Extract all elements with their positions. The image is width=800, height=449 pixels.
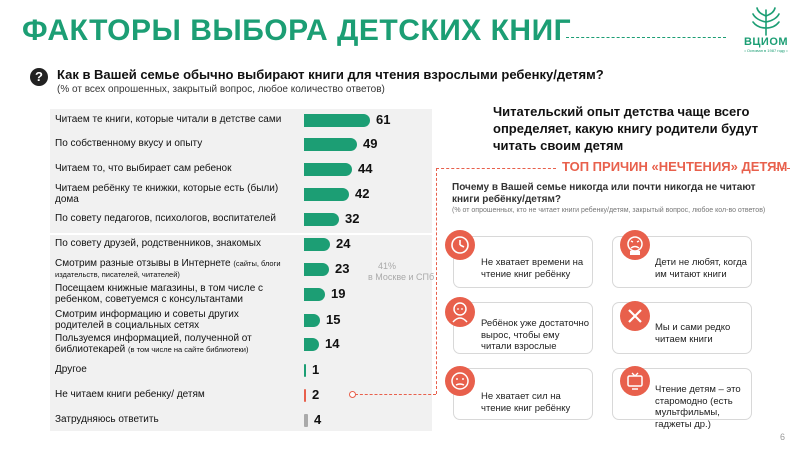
bar [304,389,306,402]
row-label-text: Другое [55,364,87,375]
logo-name: ВЦИОМ [743,36,789,48]
moscow-spb-value: 41% [378,261,397,271]
reason-text: Мы и сами редко читаем книги [655,322,731,345]
title-divider [566,37,726,38]
connector-horizontal [355,394,436,395]
connector-dot [349,391,356,398]
reason-text: Чтение детям – это старомодно (есть муль… [655,384,741,430]
vciom-logo: ВЦИОМ • Основан в 1987 году • [738,6,794,56]
row-label: Смотрим информацию и советы других родит… [55,309,287,331]
row-label-text: По совету педагогов, психологов, воспита… [55,213,276,224]
bar [304,188,349,201]
clock-icon [445,230,475,260]
top-reasons-line-right [776,168,790,169]
row-label: Другое [55,364,287,375]
top-reasons-note: (% от опрошенных, кто не читает книги ре… [452,207,766,214]
row-label-text: По совету друзей, родственников, знакомы… [55,238,261,249]
bar-value: 1 [312,362,320,377]
bar-value: 4 [314,412,322,427]
angry-child-icon [620,230,650,260]
bar-value: 2 [312,387,320,402]
row-label-text: Пользуемся информацией, полученной от би… [55,333,252,355]
row-label-text: Смотрим информацию и советы других родит… [55,309,239,331]
row-label-text: По собственному вкусу и опыту [55,138,203,149]
question-note: (% от всех опрошенных, закрытый вопрос, … [57,84,385,95]
tired-face-icon [445,366,475,396]
bar-value: 24 [336,236,351,251]
row-label-text: Затрудняюсь ответить [55,414,159,425]
bar [304,288,325,301]
bar-value: 19 [331,286,346,301]
row-label: По совету педагогов, психологов, воспита… [55,213,287,224]
row-label-text: Читаем те книги, которые читали в детств… [55,114,282,125]
row-label: Читаем те книги, которые читали в детств… [55,114,287,125]
bar-value: 42 [355,186,370,201]
grown-child-icon [445,297,475,327]
headline: Читательский опыт детства чаще всего опр… [493,104,759,153]
tv-icon [620,366,650,396]
bar [304,414,308,427]
bar [304,263,329,276]
top-reasons-question: Почему в Вашей семье никогда или почти н… [452,182,756,205]
logo-since: • Основан в 1987 году • [744,48,788,53]
bar-value: 23 [335,261,350,276]
row-label-text: Читаем то, что выбирает сам ребенок [55,163,232,174]
question-icon: ? [30,68,48,86]
bar-value: 15 [326,312,341,327]
top-reasons-title: ТОП ПРИЧИН «НЕЧТЕНИЯ» ДЕТЯМ [562,159,788,174]
reason-text: Дети не любят, когда им читают книги [655,257,747,280]
row-label: По совету друзей, родственников, знакомы… [55,238,287,249]
chart-panel-bottom [50,235,432,431]
bar [304,114,370,127]
reason-text: Не хватает сил на чтение книг ребёнку [481,391,571,414]
row-label-detail: (сайты, блоги издательств, писателей, чи… [55,259,281,279]
reason-card [453,236,593,288]
row-label-text: Посещаем книжные магазины, в том числе с… [55,283,264,305]
cross-icon [620,301,650,331]
bar-value: 14 [325,336,340,351]
bar [304,138,357,151]
bar-value: 61 [376,112,391,127]
row-label: По собственному вкусу и опыту [55,138,287,149]
bar [304,338,319,351]
connector-vertical [436,168,437,394]
row-label-text: Смотрим разные отзывы в Интернете [55,258,231,269]
reason-card [453,368,593,420]
bar [304,238,330,251]
moscow-spb-label: в Москве и СПб [368,272,435,282]
reason-card [453,302,593,354]
bar-value: 49 [363,136,378,151]
chart-panel-top [50,109,432,233]
bar [304,213,339,226]
row-label: Читаем ребёнку те книжки, которые есть (… [55,183,287,205]
row-label-text: Не читаем книги ребенку/ детям [55,389,205,400]
row-label-detail: (в том числе на сайте библиотеки) [128,345,249,354]
reason-text: Не хватает времени на чтение книг ребёнк… [481,257,584,280]
row-label: Не читаем книги ребенку/ детям [55,389,287,400]
row-label: Читаем то, что выбирает сам ребенок [55,163,287,174]
bar [304,163,352,176]
page-title: ФАКТОРЫ ВЫБОРА ДЕТСКИХ КНИГ [22,14,572,47]
row-label: Смотрим разные отзывы в Интернете (сайты… [55,258,287,280]
bar-value: 44 [358,161,373,176]
bar-value: 32 [345,211,360,226]
row-label: Посещаем книжные магазины, в том числе с… [55,283,287,305]
bar [304,314,320,327]
question-text: Как в Вашей семье обычно выбирают книги … [57,67,604,82]
row-label: Пользуемся информацией, полученной от би… [55,333,287,355]
tree-icon [752,7,780,36]
page-number: 6 [780,432,786,442]
top-reasons-line-left [436,168,556,169]
reason-text: Ребёнок уже достаточно вырос, чтобы ему … [481,318,589,352]
bar [304,364,306,377]
row-label: Затрудняюсь ответить [55,414,287,425]
row-label-text: Читаем ребёнку те книжки, которые есть (… [55,183,279,205]
moscow-spb-note: 41% в Москве и СПб [368,261,434,283]
